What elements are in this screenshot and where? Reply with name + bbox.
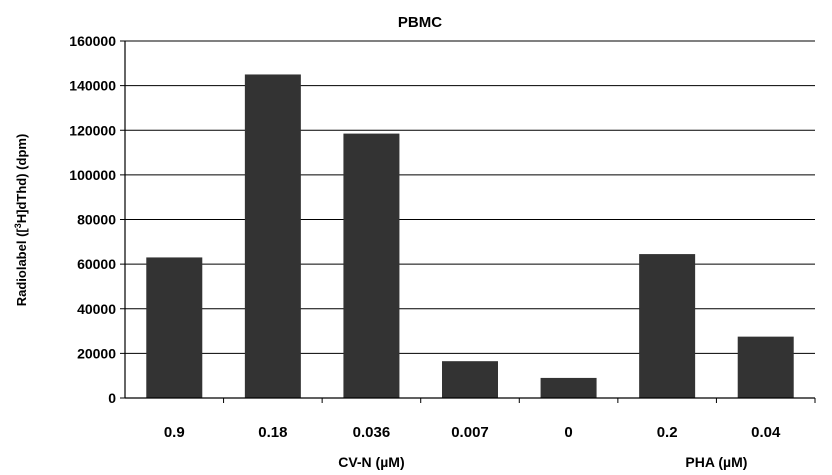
- x-tick-label: 0.9: [164, 424, 185, 441]
- bar: [343, 133, 400, 399]
- y-tick-label: 140000: [69, 78, 116, 94]
- gridlines: [125, 40, 815, 354]
- bar: [737, 336, 794, 398]
- y-axis-label-part-1: Radiolabel ([: [14, 228, 29, 307]
- bar: [540, 377, 597, 398]
- x-tick-labels: 0.9 0.18 0.036 0.007 0 0.2 0.04: [164, 424, 781, 441]
- x-tick-label: 0.04: [751, 424, 781, 441]
- x-tick-label: 0.18: [258, 424, 287, 441]
- y-axis-label-superscript: 3: [13, 223, 23, 228]
- bar: [146, 257, 203, 398]
- y-tick-label: 80000: [77, 212, 116, 228]
- y-tick-label: 160000: [69, 33, 116, 49]
- y-axis-label: Radiolabel ([3H]dThd) (dpm): [13, 134, 29, 307]
- group-label: PHA (µM): [685, 454, 747, 470]
- y-axis-label-part-2: H]dThd) (dpm): [14, 134, 29, 224]
- y-tick-labels: 0 20000 40000 60000 80000 100000 120000 140000 1…: [69, 33, 116, 406]
- bar: [244, 74, 301, 398]
- bar: [639, 254, 696, 398]
- bars: [146, 74, 794, 399]
- x-tick-label: 0.007: [451, 424, 489, 441]
- bar: [442, 361, 498, 398]
- chart-title: PBMC: [398, 14, 442, 31]
- x-tick-label: 0: [564, 424, 572, 441]
- axes: [120, 40, 816, 403]
- group-labels: CV-N (µM) PHA (µM): [338, 454, 747, 470]
- x-tick-label: 0.2: [657, 424, 678, 441]
- y-tick-label: 120000: [69, 122, 116, 138]
- y-tick-label: 0: [108, 390, 116, 406]
- y-tick-label: 20000: [77, 345, 116, 361]
- y-tick-label: 100000: [69, 167, 116, 183]
- y-tick-label: 40000: [77, 301, 116, 317]
- y-tick-label: 60000: [77, 256, 116, 272]
- x-tick-label: 0.036: [353, 424, 391, 441]
- group-label: CV-N (µM): [338, 454, 404, 470]
